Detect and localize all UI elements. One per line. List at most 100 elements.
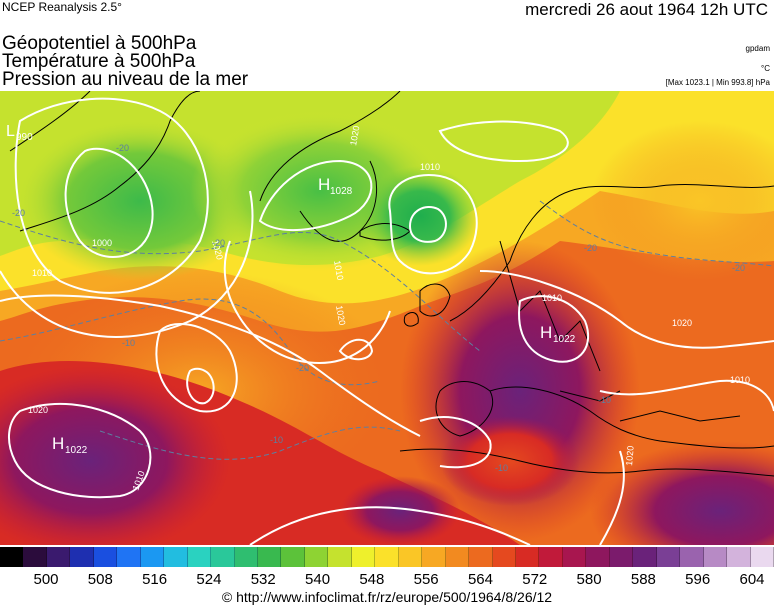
isotherm-label: -20 <box>296 363 309 373</box>
high-center-value: 1028 <box>330 186 353 197</box>
legend-tick-label: 556 <box>413 571 439 588</box>
legend-swatch <box>328 547 352 567</box>
isobar-line <box>518 295 590 363</box>
isobar-label: 1020 <box>334 305 347 326</box>
title-temperature: Température à 500hPa <box>2 51 196 72</box>
high-center-value: 1022 <box>553 334 576 345</box>
isobar-line <box>155 322 238 413</box>
legend-swatch <box>469 547 493 567</box>
legend-swatch <box>656 547 681 567</box>
isobar-label: 1020 <box>672 318 692 328</box>
pressure-centers: L 990 H 1028 H 1022 H 1022 <box>6 123 576 456</box>
legend-tick-label: 548 <box>359 571 385 588</box>
legend-swatch <box>727 547 751 567</box>
field-low-iceland <box>360 166 480 266</box>
isobar-line <box>599 379 774 412</box>
isotherm-label: -10 <box>598 395 611 405</box>
isobar-label: 1010 <box>542 293 562 303</box>
legend-swatch <box>304 547 329 567</box>
legend-swatch <box>492 547 516 567</box>
legend-tick-label: 572 <box>522 571 548 588</box>
isotherm-label: -10 <box>270 435 283 445</box>
isobar-line <box>408 206 447 243</box>
isotherm-label: -10 <box>122 338 135 348</box>
isotherm-label: -10 <box>495 463 508 473</box>
field-yellow-ne <box>590 121 774 281</box>
isobar-line <box>599 450 625 545</box>
legend-tick-label: 564 <box>467 571 493 588</box>
isobar-line <box>419 416 492 469</box>
legend-swatch <box>750 547 774 567</box>
isobar-label: 1010 <box>32 268 52 278</box>
legend-swatch <box>609 547 634 567</box>
legend-swatch <box>703 547 728 567</box>
isobar-line <box>438 120 569 163</box>
date-label: mercredi 26 aout 1964 12h UTC <box>525 0 768 19</box>
isobar-line <box>0 294 421 437</box>
field-red-med <box>440 416 580 506</box>
isobars <box>0 97 774 545</box>
legend-swatch <box>117 547 141 567</box>
canada-coast <box>9 91 201 232</box>
legend-swatch <box>23 547 47 567</box>
isobar-line <box>223 240 391 364</box>
legend-swatch <box>422 547 446 567</box>
isobar-label: 1020 <box>28 405 48 415</box>
north-europe-coast <box>449 184 774 322</box>
low-center-letter: L <box>6 123 15 140</box>
color-legend-bar <box>0 547 774 567</box>
legend-swatch <box>257 547 282 567</box>
legend-swatch <box>375 547 399 567</box>
field-purple-se <box>590 441 774 545</box>
isotherm-label: -20 <box>116 143 129 153</box>
isobar-line <box>249 506 531 545</box>
isotherm-line <box>0 298 381 386</box>
british-isles <box>403 283 451 327</box>
isobar-label: 1010 <box>420 162 440 172</box>
isotherm-labels: -20 -20 -20 -20 -20 -20 -10 -10 -10 -10 <box>12 143 745 473</box>
legend-swatch <box>445 547 470 567</box>
legend-swatch <box>93 547 118 567</box>
legend-tick-label: 508 <box>87 571 113 588</box>
legend-tick-label: 580 <box>576 571 602 588</box>
isobar-line <box>14 97 209 294</box>
isobar-line <box>258 159 373 232</box>
legend-swatch <box>586 547 610 567</box>
legend-tick-label: 524 <box>196 571 222 588</box>
field-purple-africa <box>340 476 460 545</box>
isobar-label: 1010 <box>332 260 345 281</box>
isotherm-line <box>99 426 401 460</box>
weather-map: L 990 H 1028 H 1022 H 1022 1010 1020 100… <box>0 91 774 545</box>
high-center-letter: H <box>52 434 64 453</box>
unit-geopotential: gpdam <box>745 44 770 53</box>
coastlines <box>9 91 774 477</box>
north-africa-coast <box>399 448 774 477</box>
source-url-footer: © http://www.infoclimat.fr/rz/europe/500… <box>221 589 553 605</box>
isobar-label: 1020 <box>624 445 636 466</box>
legend-tick-label: 588 <box>630 571 656 588</box>
unit-temperature: °C <box>761 64 770 73</box>
legend-swatch <box>539 547 563 567</box>
high-center-letter: H <box>540 323 552 342</box>
isobar-line <box>64 147 154 258</box>
legend-swatch <box>70 547 94 567</box>
color-legend-labels: 500 508 516 524 532 540 548 556 564 572 580 588 596 6… <box>0 571 774 589</box>
legend-swatch <box>164 547 188 567</box>
isobar-line <box>186 367 215 405</box>
field-purple-sw <box>0 366 230 545</box>
legend-swatch <box>187 547 212 567</box>
legend-tick-label: 500 <box>33 571 59 588</box>
high-center-value: 1022 <box>65 445 88 456</box>
legend-tick-label: 540 <box>305 571 331 588</box>
legend-swatch <box>140 547 165 567</box>
legend-swatch <box>234 547 258 567</box>
isobar-label: 1000 <box>92 238 112 248</box>
legend-swatch <box>562 547 587 567</box>
legend-tick-label: 532 <box>250 571 276 588</box>
isobar-line <box>479 270 774 349</box>
legend-swatch <box>398 547 423 567</box>
isotherm-line <box>539 200 774 267</box>
isobar-line <box>338 338 374 361</box>
isotherm-label: -20 <box>732 263 745 273</box>
isotherm-label: -20 <box>212 238 225 248</box>
